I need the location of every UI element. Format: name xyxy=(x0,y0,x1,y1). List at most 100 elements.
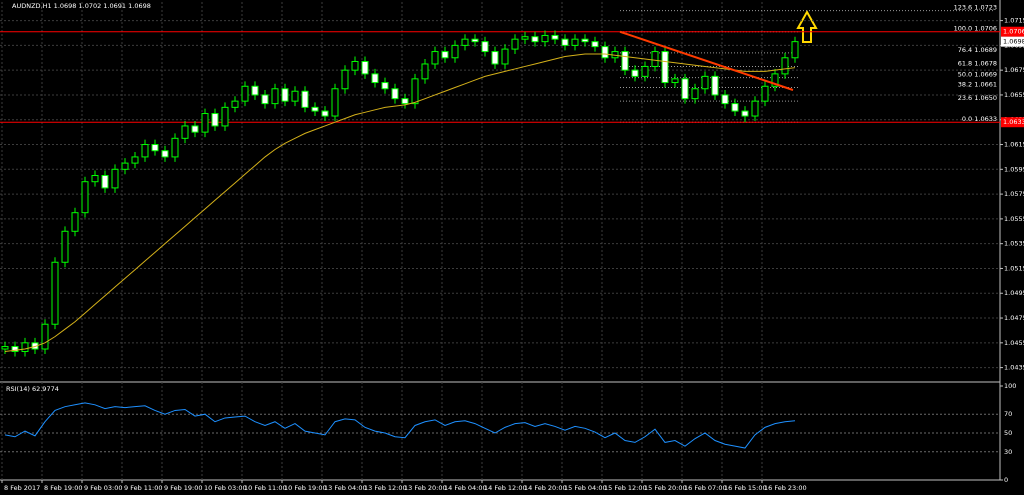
candle-body xyxy=(381,82,389,90)
candle-body xyxy=(181,125,189,139)
candle-body xyxy=(441,51,449,59)
x-tick-label: 8 Feb 2017 xyxy=(4,484,40,492)
x-tick-label: 16 Feb 07:00 xyxy=(684,484,727,492)
x-tick-label: 14 Feb 12:00 xyxy=(484,484,527,492)
candle-body xyxy=(281,88,289,102)
fib-label: 38.2 1.0661 xyxy=(958,81,997,89)
candle-body xyxy=(51,261,59,325)
candle-body xyxy=(411,78,419,105)
candle-body xyxy=(271,88,279,105)
x-tick-label: 14 Feb 04:00 xyxy=(444,484,487,492)
x-tick-label: 13 Feb 12:00 xyxy=(364,484,407,492)
chart-title: AUDNZD,H1 1.0698 1.0702 1.0691 1.0698 xyxy=(12,2,151,10)
candle-body xyxy=(481,41,489,53)
rsi-tick-label: 100 xyxy=(1004,382,1016,390)
candle-body xyxy=(781,57,789,75)
x-tick-label: 8 Feb 19:00 xyxy=(44,484,83,492)
candle-body xyxy=(361,60,369,75)
candle-body xyxy=(341,69,349,90)
moving-average xyxy=(4,53,796,352)
y-tick-label: 1.0435 xyxy=(1004,364,1024,372)
up-arrow xyxy=(796,9,818,43)
candle-body xyxy=(201,113,209,133)
candle-body xyxy=(511,38,519,50)
candle-body xyxy=(111,168,119,189)
fib-label: 123.6 1.0723 xyxy=(954,4,997,12)
candle-body xyxy=(471,38,479,43)
candle-body xyxy=(711,75,719,96)
candle-body xyxy=(771,73,779,87)
candle-body xyxy=(791,41,799,59)
x-tick-label: 9 Feb 11:00 xyxy=(124,484,163,492)
candle-body xyxy=(661,51,669,84)
y-tick-label: 1.0455 xyxy=(1004,339,1024,347)
candle-body xyxy=(701,75,709,90)
rsi-tick-label: 30 xyxy=(1004,448,1012,456)
candle-body xyxy=(461,38,469,46)
candle-body xyxy=(81,181,89,214)
candle-body xyxy=(151,144,159,152)
trend-line xyxy=(619,30,794,91)
candle-body xyxy=(41,323,49,350)
candle-body xyxy=(571,38,579,46)
candle-body xyxy=(291,90,299,102)
candle-body xyxy=(431,51,439,65)
price-label-box xyxy=(1001,117,1024,128)
y-tick-label: 1.0515 xyxy=(1004,264,1024,272)
candle-body xyxy=(231,100,239,108)
candle-body xyxy=(351,60,359,71)
candle-body xyxy=(741,110,749,117)
rsi-label: RSI(14) 62.9774 xyxy=(6,385,59,393)
y-tick-label: 1.0495 xyxy=(1004,289,1024,297)
y-tick-label: 1.0615 xyxy=(1004,141,1024,149)
candle-body xyxy=(191,125,199,133)
candle-body xyxy=(221,106,229,127)
candle-body xyxy=(61,230,69,263)
candle-body xyxy=(621,51,629,71)
candle-body xyxy=(391,88,399,100)
rsi-line xyxy=(4,402,796,449)
candle-body xyxy=(141,144,149,158)
candle-body xyxy=(301,90,309,108)
candle-body xyxy=(531,36,539,43)
candle-body xyxy=(251,85,259,96)
candle-body xyxy=(591,41,599,48)
candle-body xyxy=(321,110,329,117)
candle-body xyxy=(631,69,639,77)
candle-body xyxy=(1,346,9,350)
y-tick-label: 1.0675 xyxy=(1004,66,1024,74)
y-tick-label: 1.0655 xyxy=(1004,91,1024,99)
x-tick-label: 15 Feb 20:00 xyxy=(644,484,687,492)
fib-label: 76.4 1.0689 xyxy=(958,46,997,54)
candle-body xyxy=(71,212,79,232)
candle-body xyxy=(751,100,759,117)
candle-body xyxy=(561,38,569,46)
candle-body xyxy=(21,342,29,352)
candle-body xyxy=(11,346,19,352)
candle-body xyxy=(651,51,659,67)
price-label: 1.0706 xyxy=(1003,28,1024,36)
y-tick-label: 1.0555 xyxy=(1004,215,1024,223)
rsi-tick-label: 0 xyxy=(1004,476,1008,484)
candle-body xyxy=(331,88,339,117)
y-tick-label: 1.0575 xyxy=(1004,190,1024,198)
candle-body xyxy=(161,150,169,158)
candle-body xyxy=(731,103,739,112)
candle-body xyxy=(491,51,499,65)
candle-body xyxy=(241,85,249,102)
rsi-tick-label: 70 xyxy=(1004,410,1012,418)
candle-body xyxy=(671,78,679,84)
candle-body xyxy=(551,34,559,40)
y-tick-label: 1.0595 xyxy=(1004,165,1024,173)
y-tick-label: 1.0715 xyxy=(1004,17,1024,25)
candle-body xyxy=(311,106,319,112)
fib-label: 100.0 1.0706 xyxy=(954,25,997,33)
candle-body xyxy=(261,94,269,105)
candle-body xyxy=(171,137,179,158)
candle-body xyxy=(121,162,129,170)
current-price-box xyxy=(1001,36,1024,47)
candle-body xyxy=(691,88,699,100)
